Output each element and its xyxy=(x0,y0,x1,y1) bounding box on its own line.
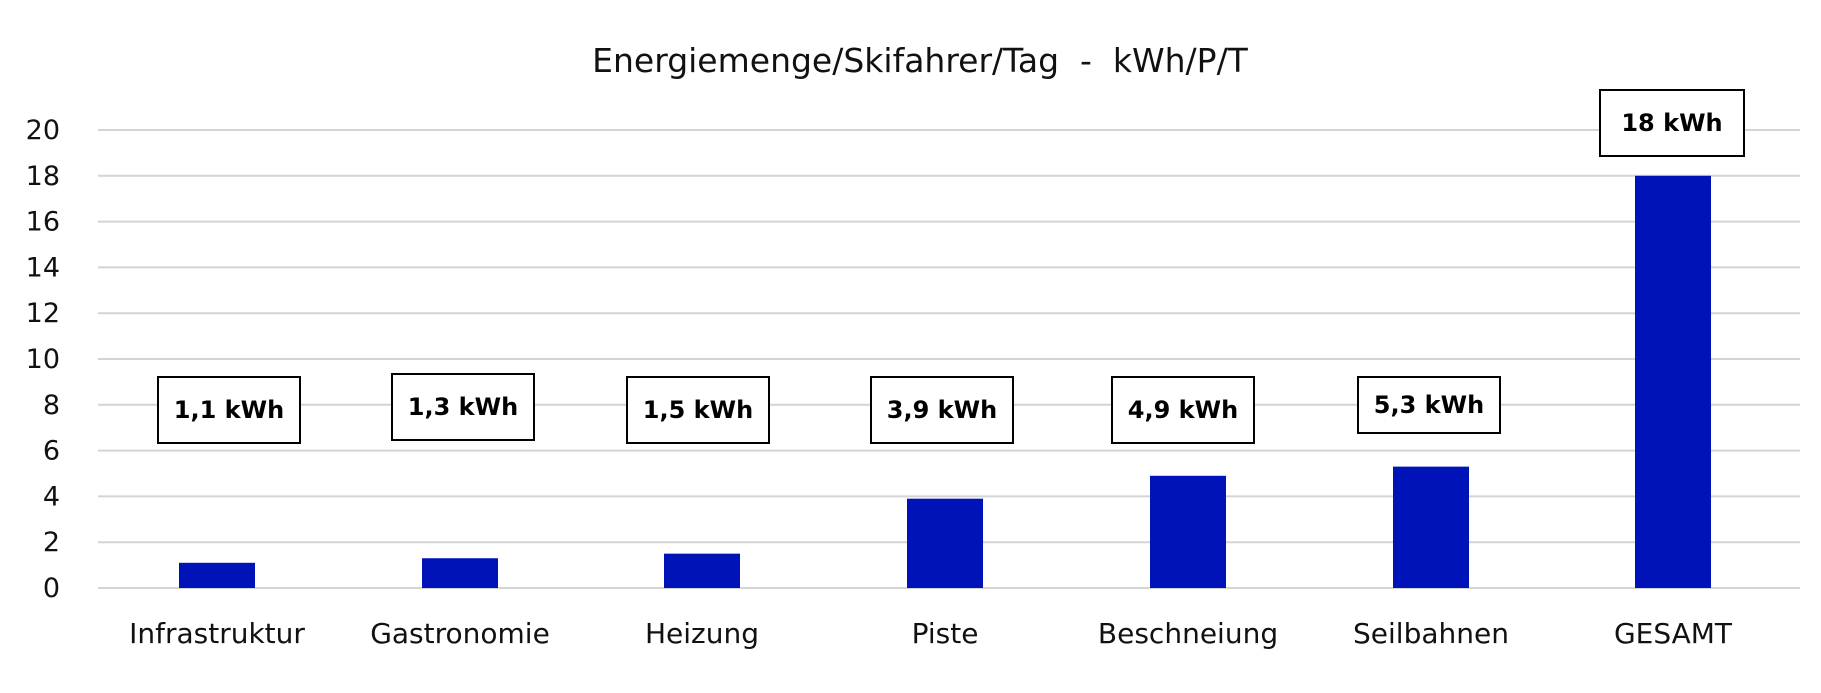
x-category-label: Infrastruktur xyxy=(129,617,305,650)
data-label-box xyxy=(1599,89,1745,157)
x-category-label: Piste xyxy=(912,617,979,650)
bars xyxy=(179,175,1711,589)
data-labels: 1,1 kWh 1,3 kWh 1,5 kWh 3,9 kWh 4,9 kWh 5,3 k… xyxy=(157,89,1745,444)
y-tick-label: 12 xyxy=(26,298,60,329)
bar xyxy=(1393,466,1469,588)
y-tick-label: 2 xyxy=(43,527,60,558)
y-tick-label: 0 xyxy=(43,573,60,604)
y-tick-label: 14 xyxy=(26,252,60,283)
y-tick-label: 18 xyxy=(26,161,60,192)
data-label: 1,3 kWh xyxy=(408,393,518,421)
data-label: 5,3 kWh xyxy=(1374,391,1484,419)
x-category-label: Gastronomie xyxy=(370,617,550,650)
data-label-box xyxy=(1357,376,1501,434)
x-axis-category-labels: Infrastruktur Gastronomie Heizung Piste Besc… xyxy=(129,617,1733,650)
data-label: 1,1 kWh xyxy=(174,396,284,424)
bar xyxy=(664,553,740,588)
y-tick-label: 10 xyxy=(26,344,60,375)
bar xyxy=(1150,475,1226,588)
y-tick-label: 16 xyxy=(26,207,60,238)
data-label: 18 kWh xyxy=(1621,109,1722,137)
x-category-label: Heizung xyxy=(645,617,759,650)
y-tick-label: 20 xyxy=(26,115,60,146)
bar xyxy=(179,562,255,588)
data-label-box xyxy=(391,373,535,441)
y-tick-label: 6 xyxy=(43,436,60,467)
data-label-box xyxy=(870,376,1014,444)
x-category-label: Beschneiung xyxy=(1098,617,1278,650)
bar xyxy=(907,498,983,588)
data-label-box xyxy=(626,376,770,444)
data-label: 3,9 kWh xyxy=(887,396,997,424)
x-category-label: GESAMT xyxy=(1614,617,1733,650)
y-tick-label: 8 xyxy=(43,390,60,421)
data-label: 4,9 kWh xyxy=(1128,396,1238,424)
data-label-box xyxy=(157,376,301,444)
x-category-label: Seilbahnen xyxy=(1353,617,1509,650)
data-label: 1,5 kWh xyxy=(643,396,753,424)
y-axis-tick-labels: 0 2 4 6 8 10 12 14 16 18 20 xyxy=(26,115,60,604)
bar xyxy=(422,558,498,588)
y-tick-label: 4 xyxy=(43,481,60,512)
bar xyxy=(1635,175,1711,589)
data-label-box xyxy=(1111,376,1255,444)
chart-title: Energiemenge/Skifahrer/Tag - kWh/P/T xyxy=(592,41,1249,80)
